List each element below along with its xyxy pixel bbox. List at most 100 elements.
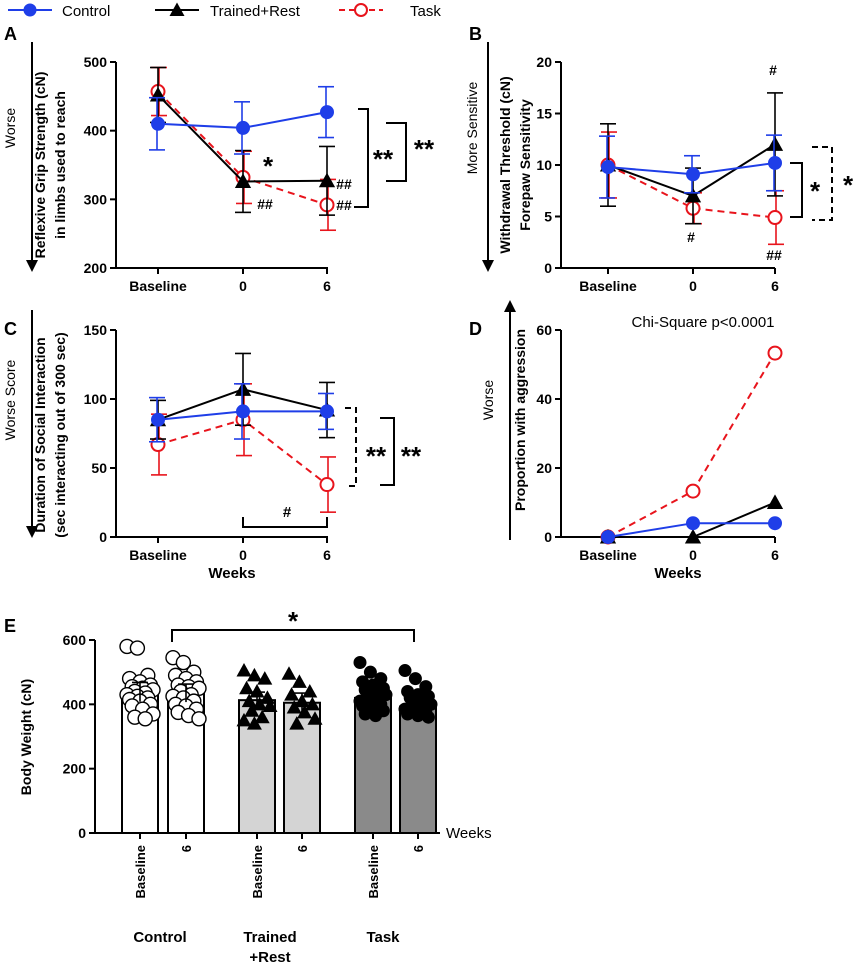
data-point xyxy=(302,683,318,698)
panel-letter: E xyxy=(4,616,16,636)
data-point xyxy=(151,116,165,131)
direction-arrow-head xyxy=(26,260,38,272)
x-tick-label: Baseline xyxy=(366,845,381,898)
data-point xyxy=(246,667,262,682)
bar-group: 6 xyxy=(281,666,323,852)
y-tick-label: 0 xyxy=(99,529,107,545)
data-point xyxy=(246,716,262,730)
significance-mark: ## xyxy=(766,247,782,263)
legend-label: Task xyxy=(410,3,441,20)
x-tick-label: 6 xyxy=(771,278,779,294)
bar-group: 6 xyxy=(398,664,438,852)
data-point xyxy=(684,528,702,544)
data-point xyxy=(297,704,313,719)
group-label: Task xyxy=(366,929,400,946)
chart-title: Chi-Square p<0.0001 xyxy=(631,314,774,331)
data-point xyxy=(767,210,783,226)
panel-letter: B xyxy=(469,24,482,44)
data-point xyxy=(421,710,435,724)
data-point xyxy=(398,664,412,678)
direction-label: Worse xyxy=(2,108,18,148)
y-tick-label: 10 xyxy=(536,157,552,173)
y-tick-label: 20 xyxy=(536,460,552,476)
x-tick-label: 0 xyxy=(689,278,697,294)
x-tick-label: Baseline xyxy=(579,278,637,294)
data-point xyxy=(234,381,252,396)
y-tick-label: 0 xyxy=(544,529,552,545)
y-tick-label: 200 xyxy=(63,761,87,777)
x-tick-label: 6 xyxy=(323,278,331,294)
x-tick-label: 6 xyxy=(411,845,426,852)
data-point xyxy=(353,656,367,670)
x-tick-label: 6 xyxy=(295,845,310,852)
direction-arrow-head xyxy=(26,526,38,538)
data-point xyxy=(262,698,278,712)
y-axis-label: Reflexive Grip Strength (cN) xyxy=(32,72,48,259)
significance-mark: ** xyxy=(414,134,435,164)
significance-mark: * xyxy=(843,170,854,200)
bar-group: Baseline xyxy=(353,656,393,898)
x-tick-label: 0 xyxy=(239,278,247,294)
data-point xyxy=(369,709,383,723)
significance-mark: * xyxy=(288,606,299,636)
y-tick-label: 600 xyxy=(63,632,87,648)
data-point xyxy=(252,696,268,711)
legend: Control Trained+Rest Task xyxy=(8,2,441,20)
panel-letter: A xyxy=(4,24,17,44)
y-tick-label: 15 xyxy=(536,106,552,122)
data-point xyxy=(686,516,700,531)
data-point xyxy=(601,160,615,175)
legend-marker xyxy=(23,3,37,17)
panel-letter: D xyxy=(469,319,482,339)
significance-mark: ** xyxy=(366,441,387,471)
y-tick-label: 150 xyxy=(84,322,108,338)
data-point xyxy=(767,345,783,361)
significance-mark: * xyxy=(263,151,274,181)
significance-mark: # xyxy=(687,229,695,245)
x-tick-label: Baseline xyxy=(129,278,187,294)
y-tick-label: 100 xyxy=(84,391,108,407)
y-axis-label: Proportion with aggression xyxy=(512,329,528,511)
x-tick-label: 6 xyxy=(323,547,331,563)
legend-item-trained-rest: Trained+Rest xyxy=(155,2,301,20)
significance-mark: ## xyxy=(336,197,352,213)
group-label: Control xyxy=(133,929,186,946)
data-point xyxy=(281,666,297,680)
panel-E: E Body Weight (cN) 0 200 400 600 Baseline 6 Base… xyxy=(4,606,492,966)
x-tick-label: 6 xyxy=(771,547,779,563)
data-point xyxy=(284,687,300,701)
data-point xyxy=(257,671,273,685)
data-point xyxy=(289,716,305,730)
data-point xyxy=(291,674,307,688)
panel-C: C Worse Score Duration of Social Interacti… xyxy=(2,310,422,582)
data-point xyxy=(685,483,701,499)
y-tick-label: 5 xyxy=(544,209,552,225)
panel-letter: C xyxy=(4,319,17,339)
data-point xyxy=(244,703,260,717)
y-tick-label: 0 xyxy=(544,260,552,276)
significance-mark: ** xyxy=(401,441,422,471)
data-point xyxy=(254,709,270,724)
data-point xyxy=(320,404,334,419)
x-tick-label: 0 xyxy=(689,547,697,563)
legend-item-task: Task xyxy=(339,3,441,20)
series-task xyxy=(600,345,783,545)
data-point xyxy=(236,712,252,727)
y-axis-label: Body Weight (cN) xyxy=(18,679,34,795)
data-point xyxy=(320,105,334,120)
significance-bracket xyxy=(380,417,395,486)
series-trained-rest xyxy=(149,66,336,216)
direction-arrow-head xyxy=(504,300,516,312)
data-point xyxy=(304,696,320,711)
data-point xyxy=(129,640,146,656)
x-tick-label: Baseline xyxy=(129,547,187,563)
data-point xyxy=(766,136,784,151)
series-line xyxy=(607,164,776,219)
x-tick-label: 6 xyxy=(179,845,194,852)
significance-bracket xyxy=(171,629,415,642)
series-control xyxy=(149,85,334,155)
data-point xyxy=(175,654,192,671)
legend-marker xyxy=(354,3,368,17)
y-axis-label: Forepaw Sensitivity xyxy=(517,99,533,231)
